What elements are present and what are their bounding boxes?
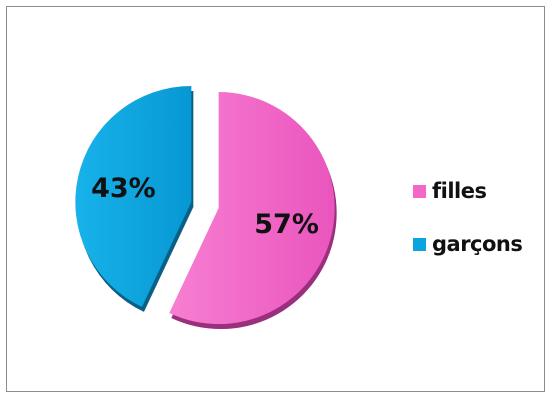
data-label-garcons: 43% (91, 173, 156, 204)
chart-frame: 57% 43% filles garçons (6, 6, 545, 392)
pie-data-labels: 57% 43% (91, 173, 319, 240)
pie-slice-garcons (75, 85, 192, 307)
legend: filles garçons (413, 177, 523, 283)
data-label-filles: 57% (254, 209, 319, 240)
legend-label-filles: filles (432, 179, 487, 203)
pie-slice-filles (169, 92, 335, 325)
legend-swatch-garcons (413, 237, 426, 251)
legend-item-filles: filles (413, 177, 522, 205)
pie-slices (75, 85, 337, 330)
legend-label-garcons: garçons (432, 232, 523, 256)
legend-swatch-filles (413, 184, 426, 198)
pie-chart: 57% 43% (75, 85, 337, 330)
legend-item-garcons: garçons (413, 230, 523, 258)
